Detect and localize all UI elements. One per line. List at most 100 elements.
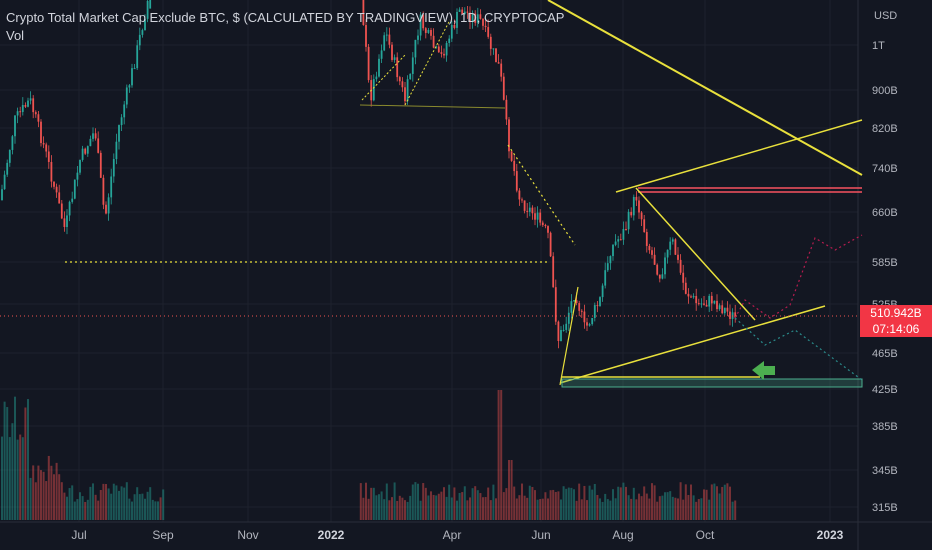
candle-body xyxy=(671,239,674,242)
volume-bar xyxy=(79,492,81,520)
volume-bar xyxy=(380,491,383,520)
candle-body xyxy=(505,99,508,120)
volume-bar xyxy=(630,498,633,520)
volume-bar xyxy=(94,494,97,520)
volume-bar xyxy=(149,487,152,520)
candle-body xyxy=(544,225,547,227)
volume-bar xyxy=(625,486,627,520)
volume-bar xyxy=(89,486,92,520)
candle-body xyxy=(679,259,682,273)
volume-bar xyxy=(112,483,115,520)
candle-body xyxy=(588,324,591,326)
volume-bar xyxy=(710,484,713,520)
candle-body xyxy=(27,100,29,107)
volume-bar xyxy=(461,492,464,520)
candle-body xyxy=(76,172,79,180)
candle-body xyxy=(437,46,440,53)
candle-body xyxy=(562,329,565,331)
volume-bar xyxy=(66,496,68,520)
volume-bar xyxy=(370,487,373,520)
volume-bar xyxy=(474,486,477,520)
candle-body xyxy=(510,151,513,161)
volume-bar xyxy=(86,499,89,520)
volume-bar xyxy=(68,488,71,520)
volume-bar xyxy=(583,485,586,520)
candle-body xyxy=(643,219,646,233)
candle-body xyxy=(414,39,417,58)
candle-body xyxy=(497,62,500,64)
x-axis: Jul Sep Nov 2022 Apr Jun Aug Oct 2023 xyxy=(71,528,843,542)
candle-body xyxy=(123,104,126,118)
candle-body xyxy=(391,44,393,60)
candle-body xyxy=(625,228,627,230)
x-tick-label: 2023 xyxy=(817,528,844,542)
volume-bar xyxy=(404,500,406,520)
volume-bar xyxy=(661,495,664,520)
candle-body xyxy=(60,203,63,219)
candle-body xyxy=(463,11,466,15)
volume-bar xyxy=(508,460,510,520)
candle-body xyxy=(521,199,523,201)
volume-bar xyxy=(614,498,617,520)
candle-body xyxy=(393,57,396,60)
volume-bar xyxy=(450,497,453,520)
volume-bar xyxy=(437,493,440,520)
candle-body xyxy=(609,256,612,264)
major-downtrend-line xyxy=(547,0,863,176)
volume-bar xyxy=(573,489,575,520)
volume-bar xyxy=(47,455,50,520)
candle-body xyxy=(141,30,144,35)
candle-body xyxy=(453,24,456,28)
y-tick-label: 660B xyxy=(872,207,898,219)
candle-body xyxy=(619,239,622,241)
candle-body xyxy=(705,304,708,307)
volume-bar xyxy=(593,483,596,520)
volume-bar xyxy=(388,500,391,520)
candle-body xyxy=(118,125,120,142)
left-arrow-icon xyxy=(752,361,775,380)
volume-bar xyxy=(8,437,11,520)
x-tick-label: Apr xyxy=(443,528,462,542)
candle-body xyxy=(612,244,614,257)
candle-body xyxy=(695,296,698,304)
volume-bar xyxy=(3,401,6,520)
candle-body xyxy=(411,57,414,74)
volume-bar xyxy=(159,497,162,520)
volume-indicator-label: Vol xyxy=(6,28,25,43)
wedge-upper-line xyxy=(635,187,756,321)
candle-body xyxy=(58,192,61,204)
volume-bar xyxy=(645,493,648,520)
candle-body xyxy=(617,239,620,242)
volume-bar xyxy=(651,483,653,520)
volume-bar xyxy=(671,496,674,520)
candle-body xyxy=(653,254,656,265)
candle-body xyxy=(723,307,726,314)
candle-body xyxy=(68,201,71,216)
candle-body xyxy=(404,87,406,102)
volume-bar xyxy=(718,493,721,520)
candle-body xyxy=(580,310,583,312)
candle-body xyxy=(372,79,375,101)
candle-body xyxy=(578,303,581,311)
volume-bar xyxy=(445,496,448,520)
candle-body xyxy=(721,305,724,314)
candle-body xyxy=(560,330,562,341)
candle-body xyxy=(710,295,713,304)
y-tick-label: 345B xyxy=(872,465,898,477)
volume-bar xyxy=(703,489,705,520)
volume-bar xyxy=(664,492,666,520)
volume-bar xyxy=(554,491,557,520)
candle-body xyxy=(107,197,110,214)
candle-body xyxy=(8,149,11,163)
volume-bar xyxy=(674,497,677,520)
volume-bar xyxy=(58,474,61,520)
volume-bar xyxy=(110,493,113,520)
candle-body xyxy=(32,98,35,113)
volume-bar xyxy=(515,498,518,520)
volume-bar xyxy=(549,490,552,520)
candle-body xyxy=(697,303,700,305)
support-zone xyxy=(561,378,863,388)
candle-body xyxy=(146,0,149,19)
